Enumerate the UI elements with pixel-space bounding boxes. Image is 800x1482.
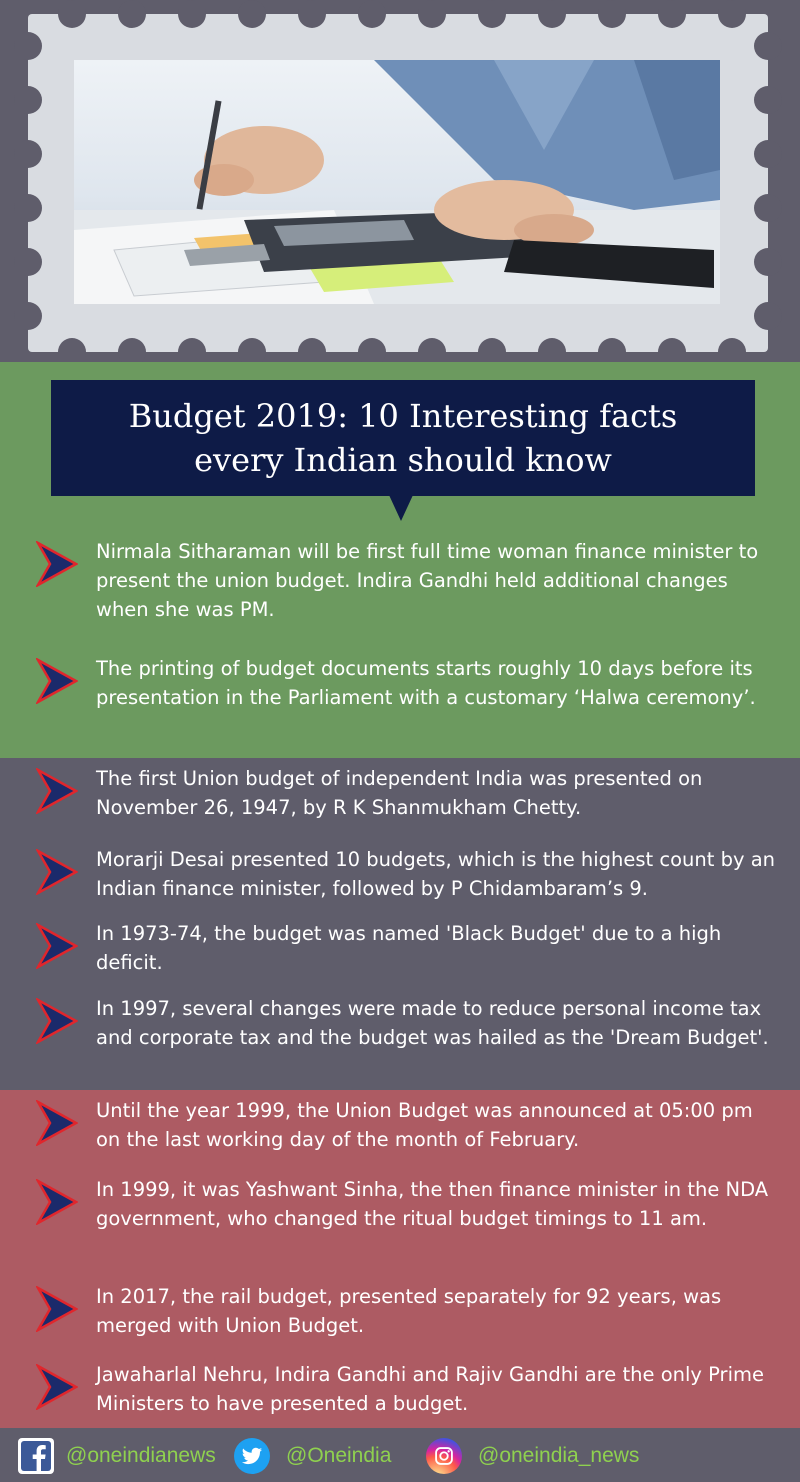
fact-text: The printing of budget documents starts … (96, 657, 756, 709)
facebook-icon (18, 1438, 54, 1474)
twitter-icon (234, 1438, 270, 1474)
fact-text: Jawaharlal Nehru, Indira Gandhi and Raji… (96, 1363, 764, 1415)
fact-text: In 1973-74, the budget was named 'Black … (96, 922, 722, 974)
chevron-right-icon (36, 1100, 78, 1146)
calculator-desk-photo (74, 60, 720, 304)
facebook-handle: @oneindianews (66, 1444, 216, 1467)
gray-section (0, 758, 800, 1090)
instagram-icon (426, 1438, 462, 1474)
chevron-right-icon (36, 1179, 78, 1225)
chevron-right-icon (36, 849, 78, 895)
fact-text: Nirmala Sitharaman will be first full ti… (96, 540, 759, 621)
chevron-right-icon (36, 998, 78, 1044)
fact-text: In 1997, several changes were made to re… (96, 997, 769, 1049)
title-line-2: every Indian should know (194, 441, 612, 479)
twitter-handle: @Oneindia (286, 1444, 392, 1467)
chevron-right-icon (36, 541, 78, 587)
social-instagram[interactable]: @oneindia_news (426, 1437, 639, 1475)
footer-section (0, 1428, 800, 1482)
social-twitter[interactable]: @Oneindia (234, 1437, 391, 1475)
chevron-right-icon (36, 1364, 78, 1410)
fact-text: In 2017, the rail budget, presented sepa… (96, 1285, 722, 1337)
instagram-handle: @oneindia_news (478, 1444, 640, 1467)
page-title: Budget 2019: 10 Interesting facts every … (51, 394, 755, 482)
title-banner-pointer (389, 495, 413, 521)
fact-text: In 1999, it was Yashwant Sinha, the then… (96, 1178, 769, 1230)
social-facebook[interactable]: @oneindianews (18, 1437, 216, 1475)
fact-text: The first Union budget of independent In… (96, 767, 703, 819)
title-line-1: Budget 2019: 10 Interesting facts (128, 397, 678, 435)
header-photo-frame (0, 0, 800, 362)
fact-text: Until the year 1999, the Union Budget wa… (96, 1099, 753, 1151)
title-banner: Budget 2019: 10 Interesting facts every … (51, 380, 755, 496)
chevron-right-icon (36, 768, 78, 814)
fact-text: Morarji Desai presented 10 budgets, whic… (96, 848, 776, 900)
chevron-right-icon (36, 1286, 78, 1332)
red-section (0, 1090, 800, 1428)
chevron-right-icon (36, 658, 78, 704)
chevron-right-icon (36, 923, 78, 969)
